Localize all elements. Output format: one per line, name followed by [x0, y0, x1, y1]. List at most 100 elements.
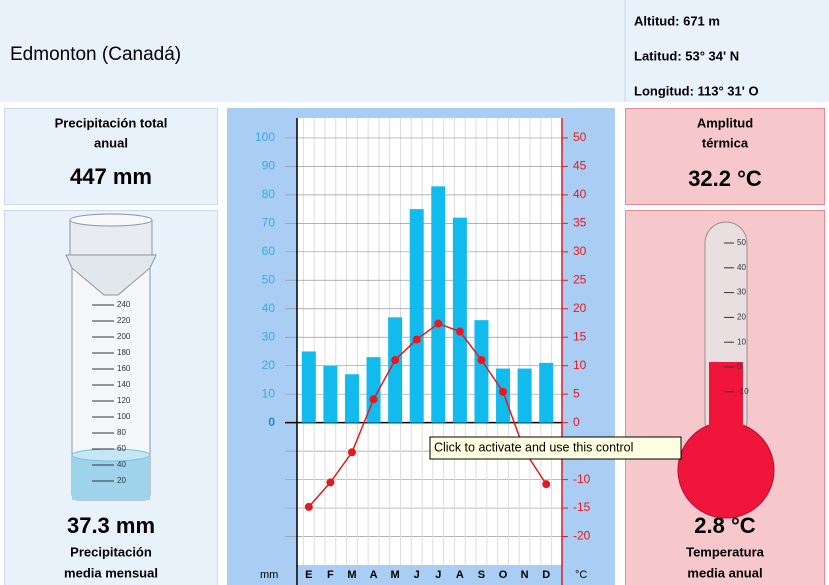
temp-point	[499, 387, 508, 396]
bar	[344, 374, 359, 423]
cylinder-label: 240	[117, 300, 131, 309]
y-tick-label: 50	[262, 272, 276, 286]
tooltip-box	[429, 436, 682, 460]
label: térmica	[702, 135, 749, 150]
label: media mensual	[64, 565, 158, 580]
label: media anual	[687, 565, 762, 580]
cylinder	[65, 213, 157, 501]
cylinder-label: 200	[117, 332, 131, 341]
y2-tick-label: 35	[573, 216, 587, 230]
temp-point	[304, 502, 313, 511]
value: 32.2 °C	[688, 166, 762, 191]
y2-tick-label: 0	[573, 415, 580, 429]
temp-point	[347, 448, 356, 457]
temp-point	[326, 478, 335, 487]
altitude: Altitud: 671 m	[634, 13, 720, 28]
thermo-label: 0	[737, 362, 742, 371]
header-bg	[0, 0, 829, 102]
y-tick-label: 20	[262, 358, 276, 372]
panel	[625, 108, 825, 205]
y2-tick-label: 50	[573, 130, 587, 144]
label: Precipitación	[70, 544, 152, 559]
thermo-label: 40	[737, 263, 746, 272]
city-title: Edmonton (Canadá)	[10, 44, 181, 65]
y-tick-label: 30	[262, 329, 276, 343]
label: Amplitud	[697, 115, 753, 130]
y-tick-label: 0	[268, 415, 275, 429]
cylinder-label: 60	[117, 444, 126, 453]
x-tick-label: J	[414, 569, 420, 581]
temp-point	[434, 319, 443, 328]
y-tick-label: 100	[255, 130, 275, 144]
label: anual	[94, 135, 128, 150]
label: Precipitación total	[55, 115, 168, 130]
y2-tick-label: -10	[573, 472, 591, 486]
bar	[517, 368, 532, 423]
temp-point	[412, 335, 421, 344]
plot-area	[297, 118, 562, 565]
thermometer	[677, 221, 775, 519]
value: 447 mm	[70, 164, 152, 189]
y2-tick-label: -15	[573, 500, 591, 514]
y2-tick-label: 15	[573, 329, 587, 343]
thermo-label: 20	[737, 313, 746, 322]
y2-tick-label: 20	[573, 301, 587, 315]
y-tick-label: 80	[262, 187, 276, 201]
bar	[409, 209, 424, 423]
temp-point	[477, 356, 486, 365]
y-tick-label: 60	[262, 244, 276, 258]
temp-point	[369, 395, 378, 404]
y2-tick-label: 25	[573, 272, 587, 286]
x-tick-label: M	[391, 569, 400, 581]
cylinder-label: 20	[117, 476, 126, 485]
temp-point	[455, 327, 464, 336]
cylinder-label: 120	[117, 396, 131, 405]
latitude: Latitud: 53° 34' N	[634, 48, 739, 63]
cylinder-label: 80	[117, 428, 126, 437]
y-tick-label: 70	[262, 216, 276, 230]
bar	[388, 317, 403, 423]
cylinder-label: 180	[117, 348, 131, 357]
y2-tick-label: 5	[573, 386, 580, 400]
cylinder-label: 160	[117, 364, 131, 373]
y2-tick-label: -20	[573, 529, 591, 543]
longitude: Longitud: 113° 31' O	[634, 83, 759, 98]
temp-point	[391, 356, 400, 365]
x-tick-label: A	[370, 569, 378, 581]
cylinder-label: 100	[117, 412, 131, 421]
y2-tick-label: 45	[573, 159, 587, 173]
y-tick-label: 90	[262, 159, 276, 173]
bar	[474, 320, 489, 423]
x-tick-label: E	[305, 569, 312, 581]
temp-line	[308, 322, 547, 508]
thermo-label: 30	[737, 288, 746, 297]
y-axis-label: mm	[260, 569, 278, 581]
bar	[539, 362, 554, 423]
cylinder-label: 220	[117, 316, 131, 325]
y2-tick-label: 10	[573, 358, 587, 372]
thermo-label: -10	[737, 387, 749, 396]
x-tick-label: M	[347, 569, 356, 581]
y2-axis-label: °C	[575, 569, 587, 581]
temp-point	[542, 480, 551, 489]
x-tick-label: N	[521, 569, 529, 581]
x-tick-label: O	[499, 569, 508, 581]
cylinder-label: 140	[117, 380, 131, 389]
x-tick-label: J	[435, 569, 441, 581]
thermo-label: 50	[737, 238, 746, 247]
label: Temperatura	[686, 544, 765, 559]
x-tick-label: A	[456, 569, 464, 581]
y-tick-label: 10	[262, 386, 276, 400]
y2-tick-label: 30	[573, 244, 587, 258]
x-tick-label: D	[542, 569, 550, 581]
x-tick-label: F	[327, 569, 334, 581]
bar	[452, 217, 467, 423]
bar	[323, 365, 338, 423]
y-tick-label: 40	[262, 301, 276, 315]
panel	[4, 108, 218, 205]
x-tick-label: S	[478, 569, 485, 581]
value: 37.3 mm	[67, 513, 155, 538]
cylinder-label: 40	[117, 460, 126, 469]
bar	[301, 351, 316, 423]
